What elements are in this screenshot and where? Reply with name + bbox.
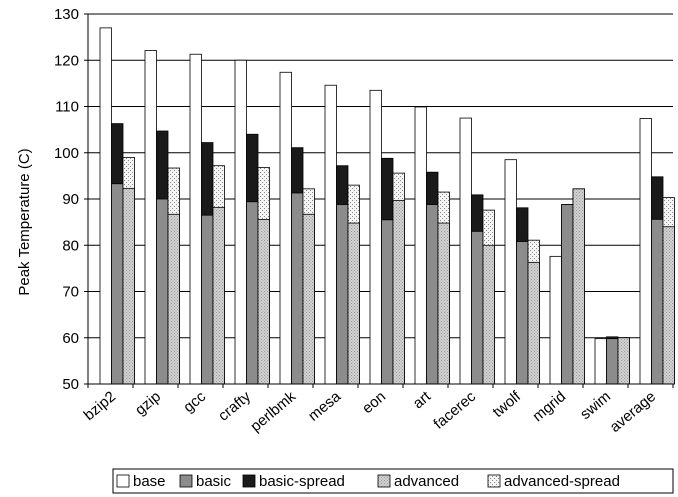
- bar-base: [234, 59, 247, 385]
- bar-basic: [201, 214, 214, 385]
- bar-base: [549, 255, 562, 385]
- bar-basic: [426, 204, 439, 385]
- bar-advanced: [302, 213, 315, 385]
- bar-advanced: [527, 261, 540, 385]
- y-tick-label: 70: [62, 284, 79, 301]
- x-tick-label: perlbmk: [247, 388, 299, 436]
- legend-box: [112, 468, 674, 494]
- x-tick-label: gcc: [180, 388, 209, 416]
- bar-basic: [606, 338, 619, 385]
- bar-basic: [246, 201, 259, 385]
- y-tick-label: 50: [62, 376, 79, 393]
- legend-label-basic-spread: basic-spread: [259, 473, 345, 490]
- y-tick-label: 100: [54, 145, 79, 162]
- bar-basic: [516, 241, 529, 385]
- y-tick-label: 90: [62, 191, 79, 208]
- legend: base basic basic-spread advanced advanced-sp…: [112, 468, 674, 494]
- x-tick-label: mesa: [305, 388, 345, 425]
- y-tick-labels: 50 60 70 80 90 100 110 120 130: [54, 6, 79, 393]
- bar-basic: [291, 192, 304, 385]
- bar-basic: [111, 183, 124, 385]
- x-tick-label: gzip: [132, 388, 164, 419]
- bar-basic: [156, 198, 169, 385]
- bar-advanced: [662, 226, 675, 385]
- bar-base: [144, 50, 157, 385]
- bar-base: [459, 117, 472, 385]
- bar-base: [99, 27, 112, 385]
- legend-label-advanced-spread: advanced-spread: [504, 473, 620, 490]
- x-tick-label: twolf: [490, 388, 525, 421]
- bar-base: [279, 71, 292, 385]
- y-tick-label: 130: [54, 6, 79, 23]
- bar-advanced: [212, 206, 225, 385]
- x-tick-label: average: [607, 388, 659, 436]
- bar-advanced: [437, 222, 450, 385]
- bar-base: [189, 53, 202, 385]
- legend-label-advanced: advanced: [394, 473, 459, 490]
- bar-advanced: [347, 222, 360, 385]
- bar-base: [504, 159, 517, 385]
- y-tick-label: 80: [62, 237, 79, 254]
- x-tick-label: crafty: [215, 388, 254, 425]
- bar-base: [369, 89, 382, 385]
- bar-advanced: [167, 213, 180, 385]
- legend-swatch-basic-spread: [242, 474, 256, 488]
- legend-swatch-advanced-spread: [487, 474, 501, 488]
- bar-basic: [471, 230, 484, 385]
- x-tick-label: art: [410, 388, 435, 413]
- y-tick-label: 110: [55, 99, 79, 116]
- bar-base: [324, 84, 337, 385]
- legend-label-basic: basic: [196, 473, 232, 490]
- x-tick-label: bzip2: [81, 388, 119, 424]
- bar-basic: [561, 204, 574, 385]
- y-tick-label: 120: [54, 52, 79, 69]
- y-tick-label: 60: [62, 330, 79, 347]
- legend-swatch-basic: [179, 474, 193, 488]
- bar-basic: [336, 204, 349, 385]
- x-tick-label: swim: [577, 388, 614, 423]
- x-tick-label: facerec: [430, 388, 479, 433]
- bar-basic: [651, 218, 664, 385]
- x-tick-label: mgrid: [529, 388, 569, 425]
- legend-label-base: base: [133, 473, 166, 490]
- legend-swatch-advanced: [377, 474, 391, 488]
- bars: [99, 27, 675, 385]
- bar-base: [414, 106, 427, 385]
- bar-advanced: [617, 337, 630, 385]
- y-axis-title: Peak Temperature (C): [16, 148, 33, 295]
- bar-advanced: [572, 188, 585, 385]
- bar-base: [639, 118, 652, 385]
- bar-advanced: [122, 187, 135, 385]
- bar-basic: [381, 219, 394, 385]
- x-tick-label: eon: [359, 388, 389, 417]
- bar-base: [594, 338, 607, 385]
- axes: [87, 14, 674, 388]
- bar-advanced: [392, 199, 405, 385]
- legend-swatch-base: [116, 474, 130, 488]
- bar-advanced: [482, 244, 495, 385]
- bar-advanced: [257, 218, 270, 385]
